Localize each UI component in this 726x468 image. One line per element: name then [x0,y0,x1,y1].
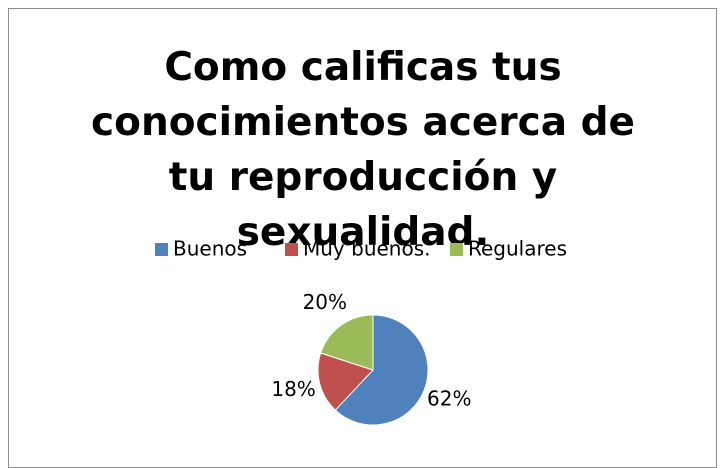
legend-label: Buenos [173,237,247,261]
pie-slice [334,314,429,426]
legend-swatch [155,243,168,256]
page: Como calificas tus conocimientos acerca … [8,8,717,468]
legend-swatch [450,243,463,256]
legend-label: Muy buenos. [303,237,431,261]
data-label: 20% [303,290,347,314]
chart: Buenos Muy buenos. Regulares 62% 18% 20% [155,237,567,426]
pie-slice [317,352,374,411]
legend-swatch [285,243,298,256]
pie-slice [320,314,374,371]
data-label: 62% [427,387,471,411]
data-label: 18% [271,377,315,401]
chart-title: Como calificas tus conocimientos acerca … [91,45,635,255]
legend-label: Regulares [468,237,567,261]
